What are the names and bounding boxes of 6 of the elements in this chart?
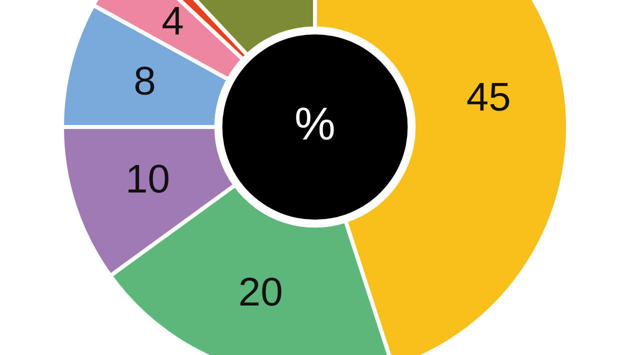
text: % [294,98,336,150]
data-label: 45 [466,76,511,120]
data-label: 20 [238,270,283,314]
data-label: 4 [162,0,184,44]
data-label: 10 [126,157,170,202]
data-label: 8 [134,59,156,104]
